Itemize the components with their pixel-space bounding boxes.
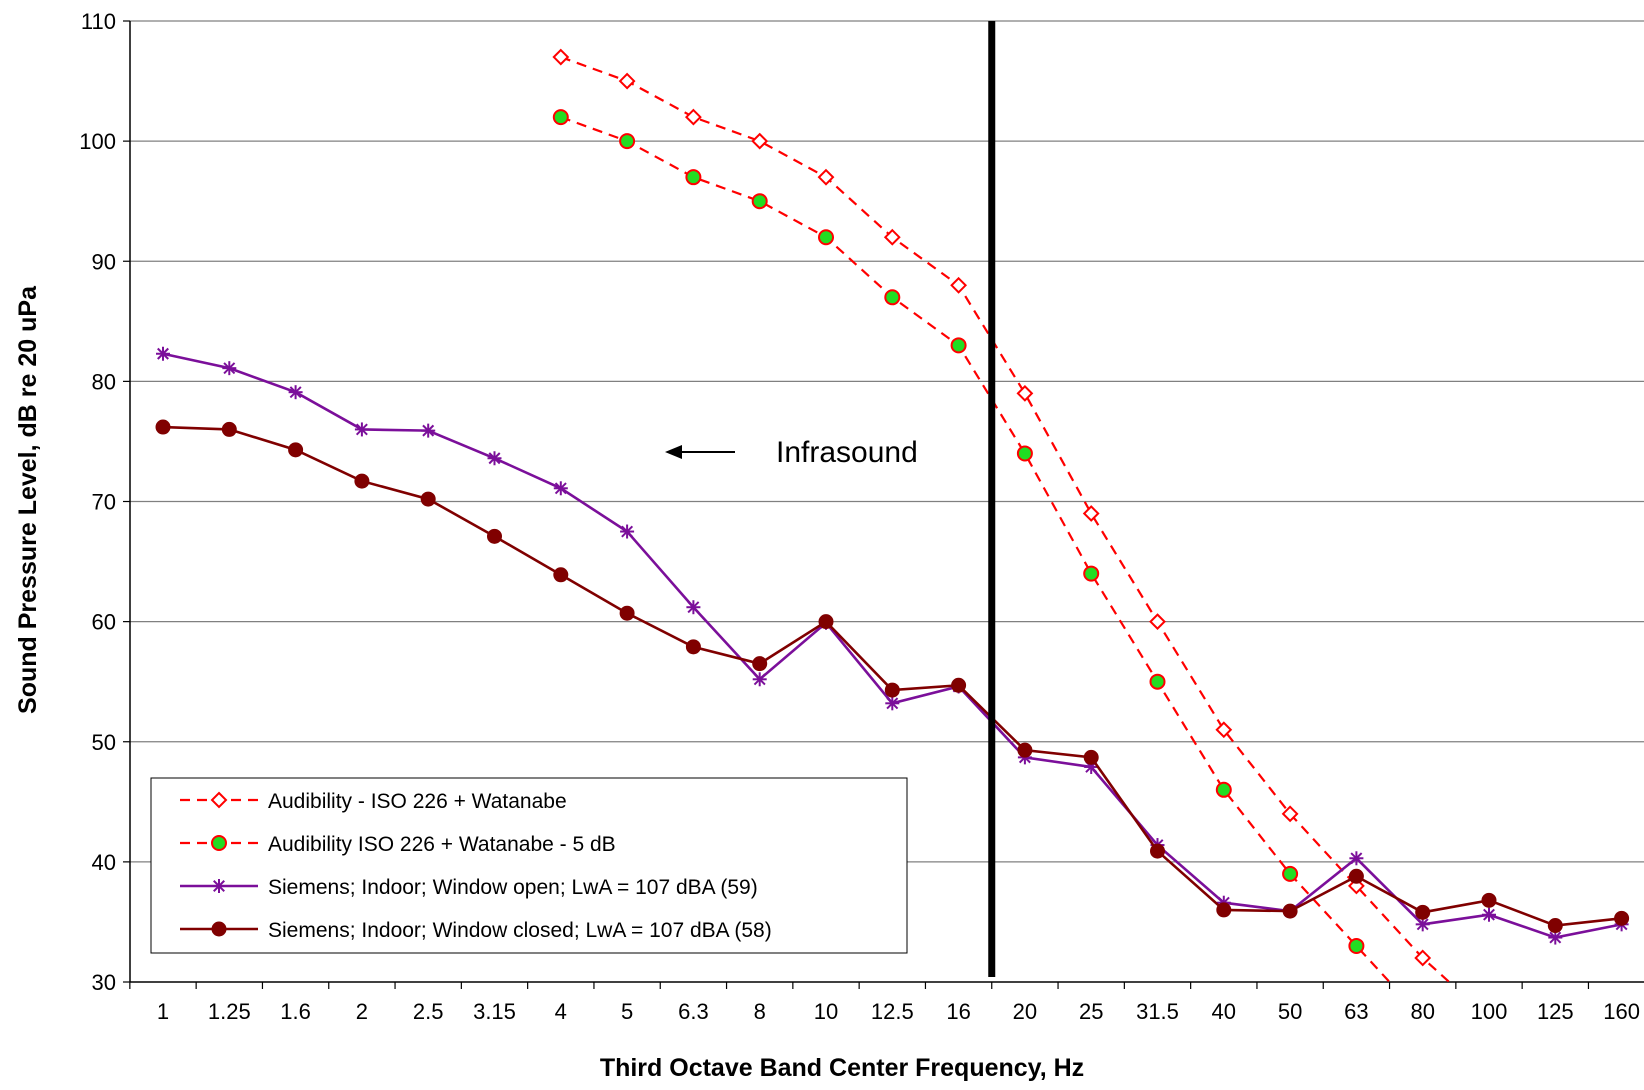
y-tick-label: 100 — [79, 129, 116, 154]
x-tick-label: 16 — [946, 999, 970, 1024]
y-tick-label: 90 — [92, 249, 116, 274]
y-axis-title: Sound Pressure Level, dB re 20 uPa — [14, 285, 42, 714]
data-point — [488, 451, 502, 465]
data-point — [620, 525, 634, 539]
x-tick-label: 6.3 — [678, 999, 709, 1024]
legend: Audibility - ISO 226 + Watanabe Audibilit… — [151, 778, 907, 953]
data-point — [554, 110, 568, 124]
data-point — [1482, 893, 1496, 907]
data-point — [1349, 869, 1363, 883]
x-tick-label: 2 — [356, 999, 368, 1024]
x-tick-label: 125 — [1537, 999, 1574, 1024]
data-point — [686, 600, 700, 614]
x-tick-label: 3.15 — [473, 999, 516, 1024]
data-point — [1349, 939, 1363, 953]
x-tick-label: 1 — [157, 999, 169, 1024]
x-tick-label: 40 — [1212, 999, 1236, 1024]
data-point — [952, 338, 966, 352]
data-point — [1084, 750, 1098, 764]
y-tick-label: 80 — [92, 369, 116, 394]
data-point — [1548, 919, 1562, 933]
x-axis-title: Third Octave Band Center Frequency, Hz — [600, 1054, 1084, 1082]
data-point — [1283, 904, 1297, 918]
data-point — [289, 443, 303, 457]
data-point — [686, 170, 700, 184]
data-point — [1349, 851, 1363, 865]
x-tick-label: 100 — [1471, 999, 1508, 1024]
x-tick-label: 50 — [1278, 999, 1302, 1024]
y-tick-label: 70 — [92, 490, 116, 515]
data-point — [421, 492, 435, 506]
data-point — [885, 696, 899, 710]
data-point — [554, 481, 568, 495]
data-point — [952, 678, 966, 692]
x-tick-label: 12.5 — [871, 999, 914, 1024]
legend-label: Siemens; Indoor; Window open; LwA = 107 … — [268, 876, 758, 899]
data-point — [488, 529, 502, 543]
x-tick-label: 2.5 — [413, 999, 444, 1024]
data-point — [1084, 567, 1098, 581]
data-point — [1416, 905, 1430, 919]
data-point — [212, 922, 226, 936]
data-point — [1151, 844, 1165, 858]
legend-entry: Siemens; Indoor; Window closed; LwA = 10… — [180, 919, 772, 942]
data-point — [1018, 743, 1032, 757]
data-point — [156, 420, 170, 434]
x-tick-label: 10 — [814, 999, 838, 1024]
data-point — [554, 568, 568, 582]
data-point — [753, 657, 767, 671]
legend-label: Audibility - ISO 226 + Watanabe — [268, 790, 567, 813]
data-point — [1217, 903, 1231, 917]
x-tick-label: 25 — [1079, 999, 1103, 1024]
data-point — [1217, 783, 1231, 797]
data-point — [1151, 675, 1165, 689]
data-point — [1615, 911, 1629, 925]
y-tick-label: 40 — [92, 850, 116, 875]
legend-label: Audibility ISO 226 + Watanabe - 5 dB — [268, 833, 616, 856]
legend-label: Siemens; Indoor; Window closed; LwA = 10… — [268, 919, 772, 942]
x-tick-label: 1.6 — [280, 999, 311, 1024]
y-tick-label: 60 — [92, 610, 116, 635]
data-point — [1482, 908, 1496, 922]
x-tick-label: 63 — [1344, 999, 1368, 1024]
data-point — [620, 606, 634, 620]
data-point — [212, 879, 226, 893]
data-point — [1283, 867, 1297, 881]
x-tick-label: 5 — [621, 999, 633, 1024]
data-point — [620, 134, 634, 148]
x-tick-label: 80 — [1410, 999, 1434, 1024]
y-tick-label: 110 — [81, 9, 116, 34]
x-tick-label: 160 — [1603, 999, 1640, 1024]
data-point — [885, 683, 899, 697]
infrasound-label: Infrasound — [776, 436, 918, 469]
data-point — [355, 474, 369, 488]
data-point — [289, 385, 303, 399]
data-point — [212, 836, 226, 850]
data-point — [686, 640, 700, 654]
data-point — [885, 290, 899, 304]
data-point — [222, 422, 236, 436]
data-point — [355, 422, 369, 436]
data-point — [421, 424, 435, 438]
data-point — [753, 194, 767, 208]
x-tick-label: 8 — [754, 999, 766, 1024]
data-point — [819, 615, 833, 629]
y-tick-label: 50 — [92, 730, 116, 755]
x-tick-label: 31.5 — [1136, 999, 1179, 1024]
data-point — [222, 361, 236, 375]
x-tick-label: 1.25 — [208, 999, 251, 1024]
x-tick-label: 4 — [555, 999, 567, 1024]
x-tick-label: 20 — [1013, 999, 1037, 1024]
y-tick-label: 30 — [92, 970, 116, 995]
data-point — [753, 672, 767, 686]
data-point — [1018, 446, 1032, 460]
data-point — [819, 230, 833, 244]
data-point — [156, 347, 170, 361]
